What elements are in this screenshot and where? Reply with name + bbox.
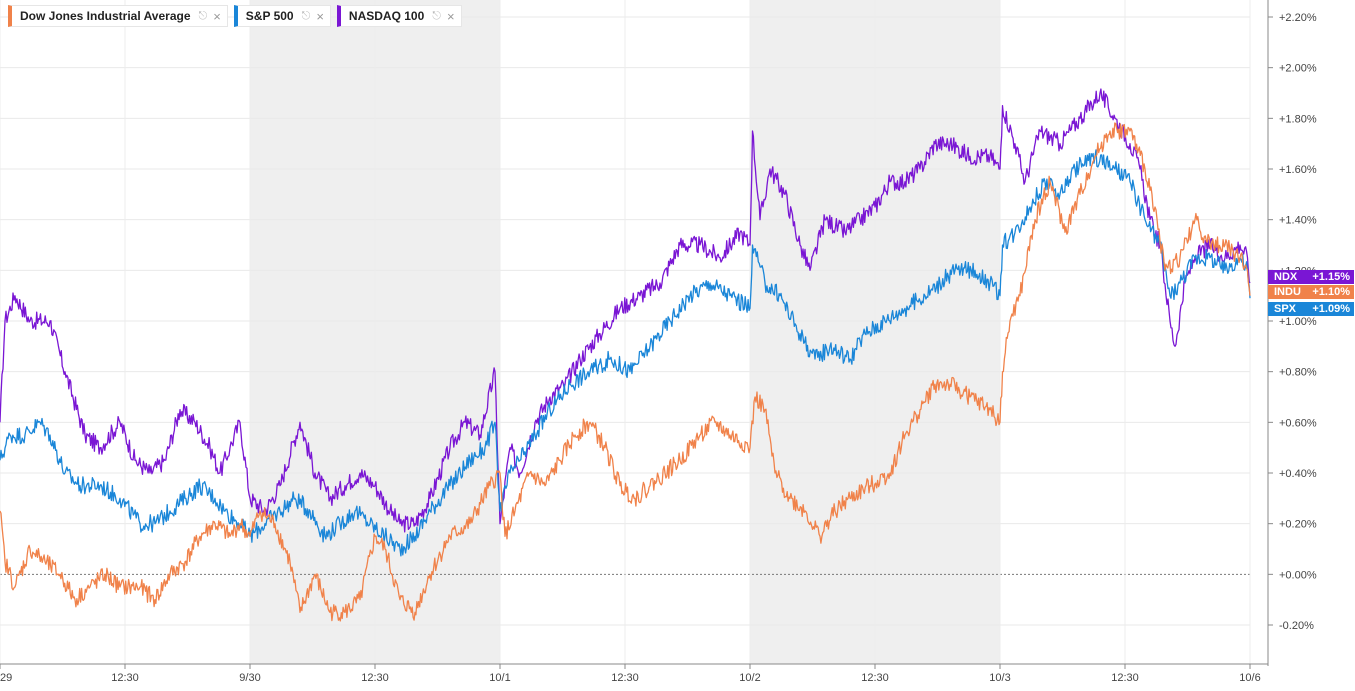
y-tick-label: +1.60% bbox=[1279, 164, 1317, 176]
pin-icon[interactable]: ⎋ bbox=[198, 9, 208, 22]
y-tick-label: +0.00% bbox=[1279, 569, 1317, 581]
badge-value: +1.15% bbox=[1312, 271, 1350, 283]
series-line bbox=[0, 149, 1251, 557]
x-tick-label: 10/6 bbox=[1239, 672, 1260, 684]
x-tick-label: 12:30 bbox=[361, 672, 389, 684]
legend-item-nasdaq[interactable]: NASDAQ 100 ⎋ × bbox=[336, 5, 462, 27]
legend-label: NASDAQ 100 bbox=[348, 9, 425, 23]
x-tick-label: 12:30 bbox=[861, 672, 889, 684]
y-tick-label: +1.00% bbox=[1279, 316, 1317, 328]
x-tick-label: 10/3 bbox=[989, 672, 1010, 684]
legend-item-dow[interactable]: Dow Jones Industrial Average ⎋ × bbox=[8, 5, 228, 27]
y-tick-label: +0.20% bbox=[1279, 519, 1317, 531]
y-tick-label: -0.20% bbox=[1279, 620, 1314, 632]
last-value-badge-ndx: NDX +1.15% bbox=[1268, 270, 1354, 284]
badge-ticker: SPX bbox=[1274, 303, 1297, 315]
series-line bbox=[0, 88, 1251, 533]
grid-lines bbox=[0, 0, 1251, 664]
close-icon[interactable]: × bbox=[446, 8, 455, 24]
badge-ticker: NDX bbox=[1274, 271, 1298, 283]
pin-icon[interactable]: ⎋ bbox=[432, 9, 441, 22]
y-tick-label: +0.60% bbox=[1279, 417, 1317, 429]
y-tick-label: +2.00% bbox=[1279, 63, 1317, 75]
series-lines bbox=[0, 88, 1251, 622]
y-tick-label: +0.80% bbox=[1279, 367, 1317, 379]
badge-value: +1.09% bbox=[1312, 303, 1350, 315]
y-tick-label: +1.80% bbox=[1279, 113, 1317, 125]
close-icon[interactable]: × bbox=[316, 8, 324, 24]
pin-icon[interactable]: ⎋ bbox=[301, 9, 311, 22]
x-tick-label: 10/2 bbox=[739, 672, 760, 684]
y-tick-label: +0.40% bbox=[1279, 468, 1317, 480]
series-line bbox=[0, 122, 1251, 622]
x-tick-label: 9/30 bbox=[239, 672, 260, 684]
legend-label: S&P 500 bbox=[245, 9, 294, 23]
last-value-badge-spx: SPX +1.09% bbox=[1268, 302, 1354, 316]
y-tick-label: +2.20% bbox=[1279, 12, 1317, 24]
x-tick-label: 12:30 bbox=[1111, 672, 1139, 684]
x-tick-label: 12:30 bbox=[111, 672, 139, 684]
legend-label: Dow Jones Industrial Average bbox=[20, 9, 191, 23]
close-icon[interactable]: × bbox=[213, 8, 221, 24]
legend-item-sp500[interactable]: S&P 500 ⎋ × bbox=[233, 5, 331, 27]
badge-ticker: INDU bbox=[1274, 286, 1301, 298]
last-value-badge-indu: INDU +1.10% bbox=[1268, 285, 1354, 299]
x-tick-label: 29 bbox=[0, 672, 12, 684]
y-tick-label: +1.40% bbox=[1279, 215, 1317, 227]
badge-value: +1.10% bbox=[1312, 286, 1350, 298]
x-tick-label: 10/1 bbox=[489, 672, 510, 684]
axes: -0.20% +0.00% +0.20% +0.40% +0.60% +0.80% +1.0… bbox=[0, 0, 1317, 684]
x-tick-label: 12:30 bbox=[611, 672, 639, 684]
legend: Dow Jones Industrial Average ⎋ × S&P 500… bbox=[8, 5, 462, 27]
